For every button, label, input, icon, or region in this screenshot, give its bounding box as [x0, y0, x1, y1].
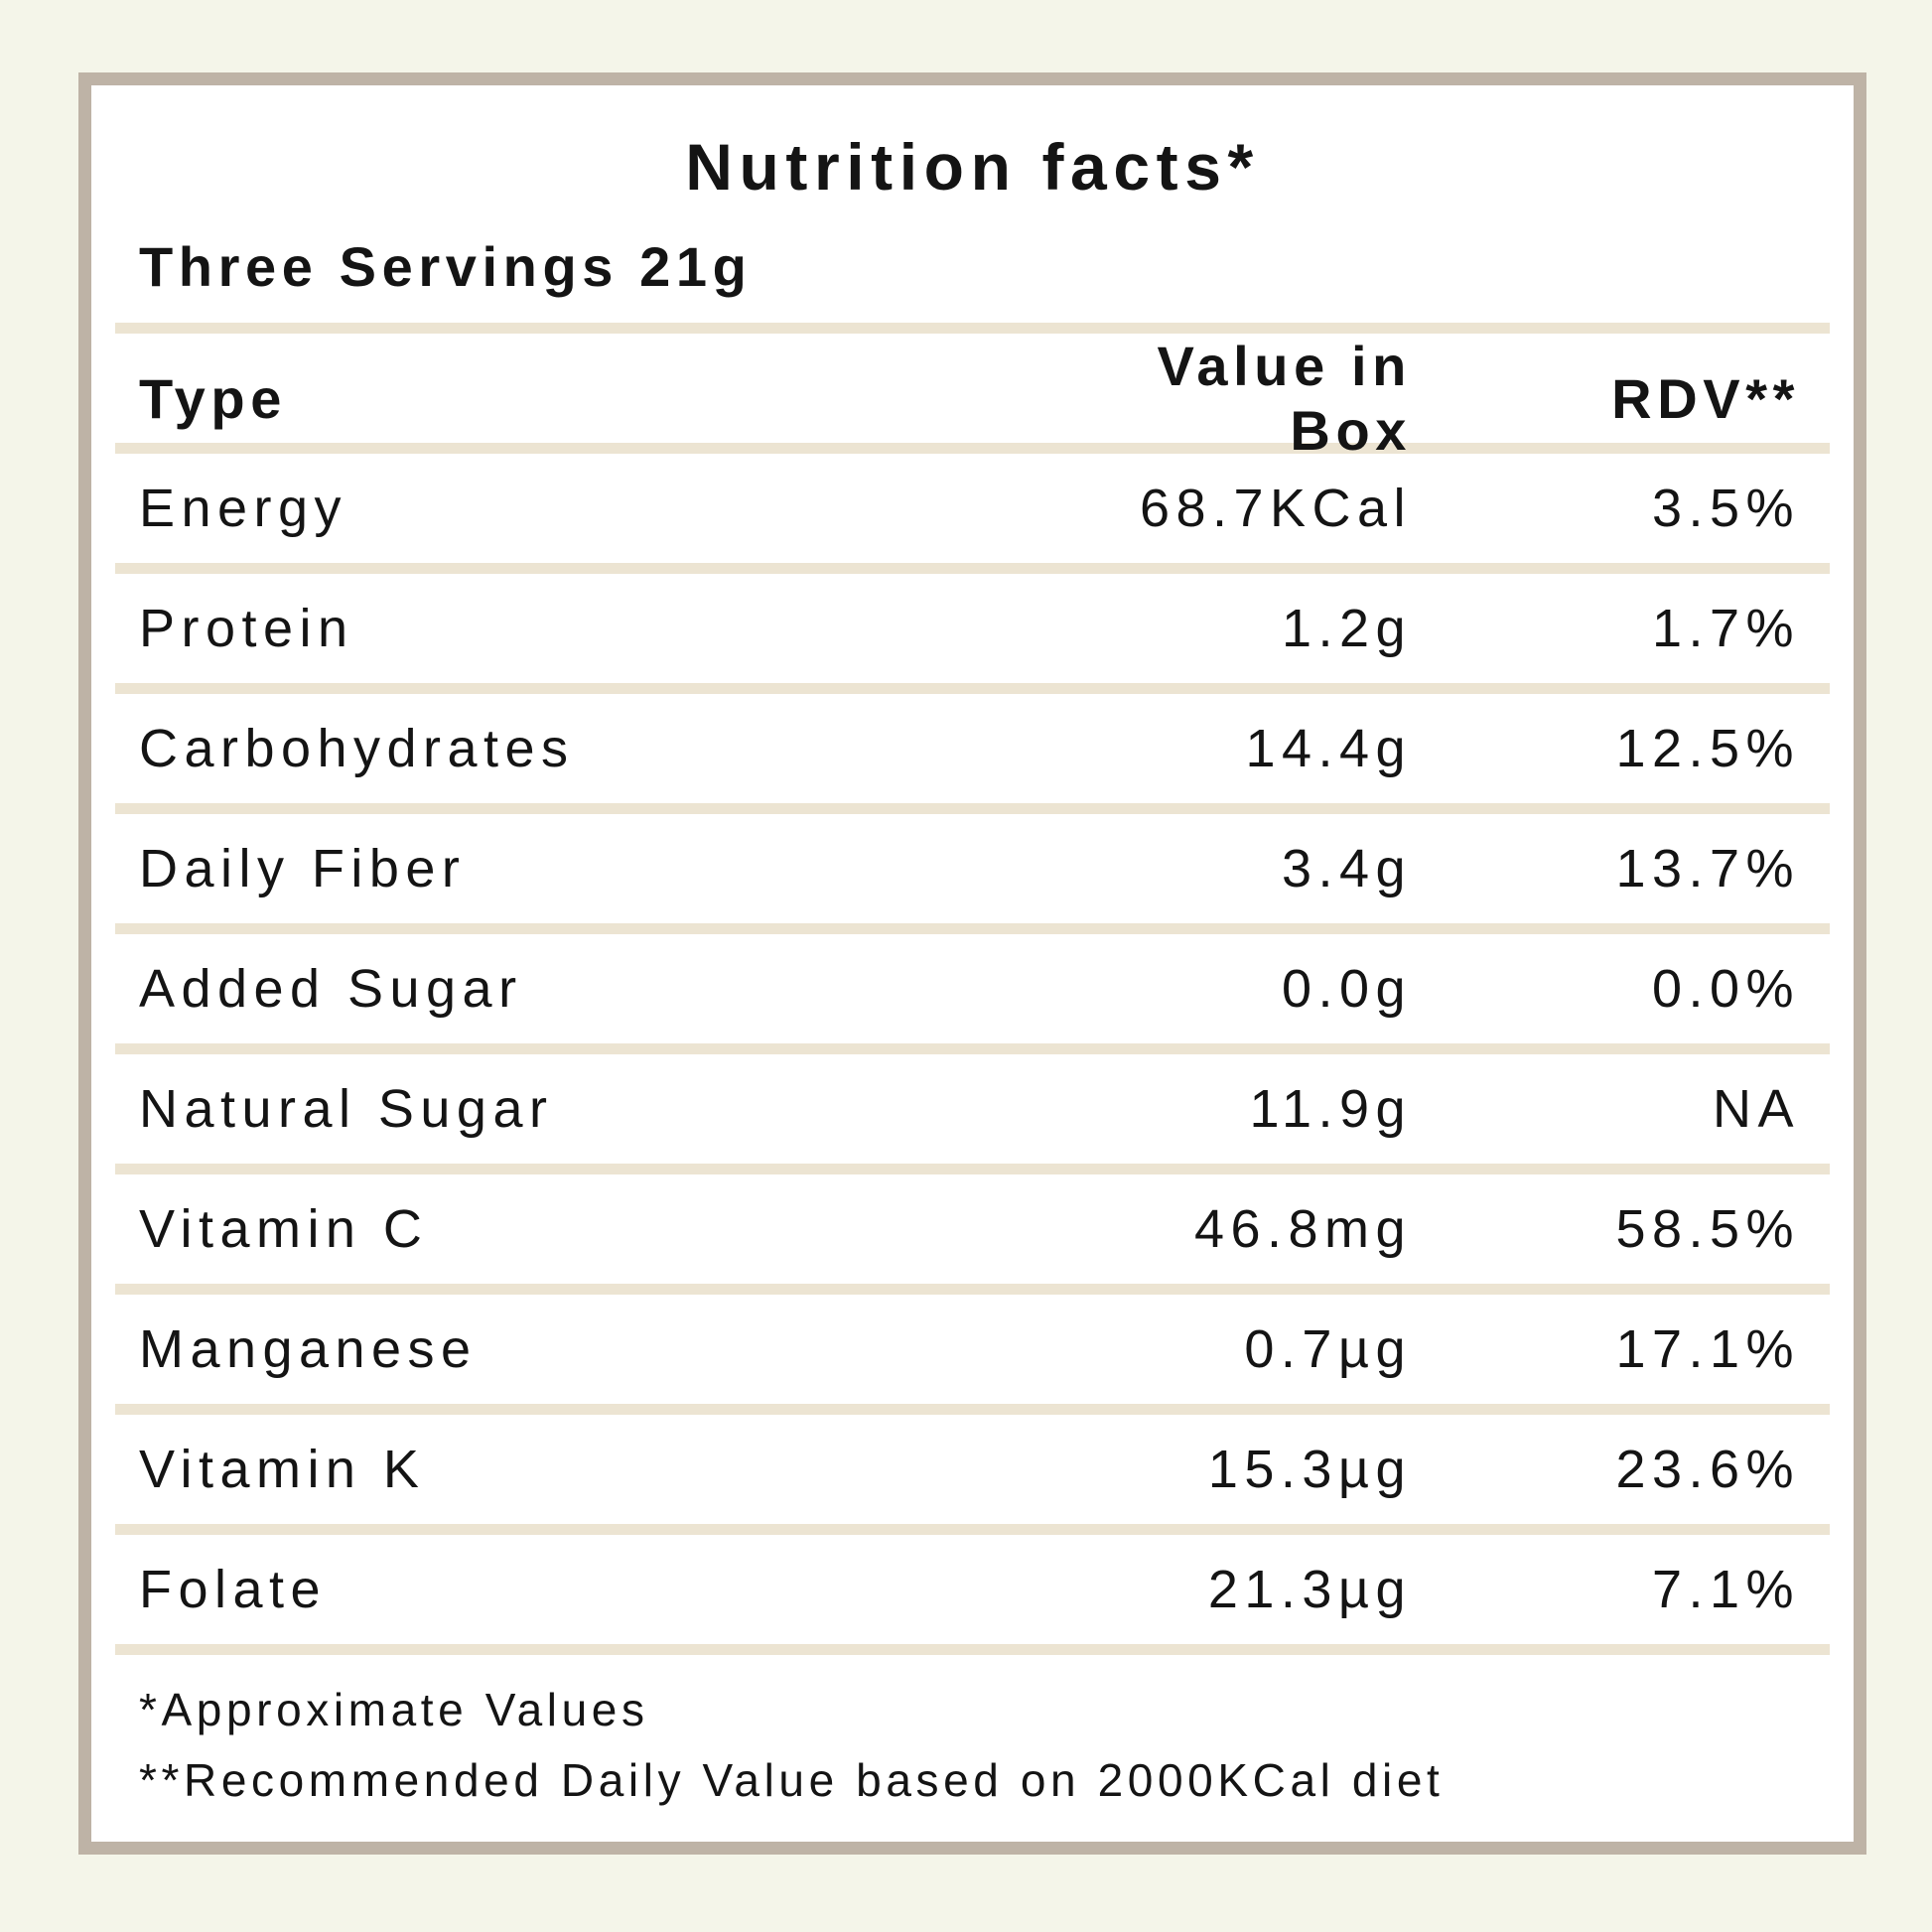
- divider: [115, 683, 1830, 694]
- table-row-energy: Energy 68.7KCal 3.5%: [115, 454, 1830, 563]
- row-rdv: 7.1%: [1651, 1560, 1800, 1619]
- row-rdv: 23.6%: [1615, 1440, 1800, 1499]
- divider: [115, 923, 1830, 934]
- row-rdv: 17.1%: [1615, 1319, 1800, 1379]
- row-value: 11.9g: [1249, 1079, 1412, 1139]
- column-header-rdv: RDV**: [1611, 366, 1800, 430]
- row-label: Added Sugar: [139, 959, 523, 1019]
- divider: [115, 443, 1830, 454]
- row-value: 46.8mg: [1194, 1199, 1412, 1259]
- table-row-manganese: Manganese 0.7µg 17.1%: [115, 1295, 1830, 1404]
- divider: [115, 1644, 1830, 1655]
- row-label: Carbohydrates: [139, 719, 575, 778]
- row-value: 3.4g: [1281, 839, 1412, 898]
- row-rdv: NA: [1713, 1079, 1800, 1139]
- column-header-type: Type: [139, 366, 287, 430]
- divider: [115, 803, 1830, 814]
- table-row-vitamin-k: Vitamin K 15.3µg 23.6%: [115, 1415, 1830, 1524]
- page-title: Nutrition facts*: [685, 130, 1260, 204]
- divider: [115, 1284, 1830, 1295]
- footnote-recommended-daily-value: **Recommended Daily Value based on 2000K…: [139, 1754, 1445, 1807]
- table-row-folate: Folate 21.3µg 7.1%: [115, 1535, 1830, 1644]
- row-label: Manganese: [139, 1319, 478, 1379]
- row-value: 21.3µg: [1207, 1560, 1412, 1619]
- row-rdv: 3.5%: [1651, 479, 1800, 538]
- divider: [115, 1164, 1830, 1174]
- row-label: Natural Sugar: [139, 1079, 554, 1139]
- table-row-carbohydrates: Carbohydrates 14.4g 12.5%: [115, 694, 1830, 803]
- table-row-daily-fiber: Daily Fiber 3.4g 13.7%: [115, 814, 1830, 923]
- row-label: Daily Fiber: [139, 839, 467, 898]
- nutrition-label-card: Nutrition facts* Three Servings 21g Type…: [78, 72, 1866, 1855]
- row-rdv: 13.7%: [1615, 839, 1800, 898]
- table-row-protein: Protein 1.2g 1.7%: [115, 574, 1830, 683]
- row-rdv: 0.0%: [1651, 959, 1800, 1019]
- divider: [115, 1404, 1830, 1415]
- row-rdv: 58.5%: [1615, 1199, 1800, 1259]
- row-value: 14.4g: [1245, 719, 1412, 778]
- row-label: Protein: [139, 599, 354, 658]
- table-row-added-sugar: Added Sugar 0.0g 0.0%: [115, 934, 1830, 1043]
- footnote-approximate-values: *Approximate Values: [139, 1684, 649, 1735]
- row-value: 1.2g: [1281, 599, 1412, 658]
- table-row-vitamin-c: Vitamin C 46.8mg 58.5%: [115, 1174, 1830, 1284]
- row-label: Energy: [139, 479, 347, 538]
- row-value: 0.7µg: [1244, 1319, 1412, 1379]
- row-value: 0.0g: [1281, 959, 1412, 1019]
- row-label: Vitamin C: [139, 1199, 429, 1259]
- servings-subtitle: Three Servings 21g: [139, 235, 753, 298]
- row-value: 15.3µg: [1207, 1440, 1412, 1499]
- divider: [115, 323, 1830, 334]
- row-label: Vitamin K: [139, 1440, 426, 1499]
- table-header-row: Type Value in Box RDV**: [115, 334, 1830, 462]
- divider: [115, 1524, 1830, 1535]
- row-value: 68.7KCal: [1140, 479, 1412, 538]
- row-label: Folate: [139, 1560, 327, 1619]
- divider: [115, 1043, 1830, 1054]
- table-row-natural-sugar: Natural Sugar 11.9g NA: [115, 1054, 1830, 1164]
- footnotes: *Approximate Values **Recommended Daily …: [115, 1675, 1830, 1817]
- divider: [115, 563, 1830, 574]
- row-rdv: 1.7%: [1651, 599, 1800, 658]
- column-header-value: Value in Box: [1157, 335, 1412, 462]
- row-rdv: 12.5%: [1615, 719, 1800, 778]
